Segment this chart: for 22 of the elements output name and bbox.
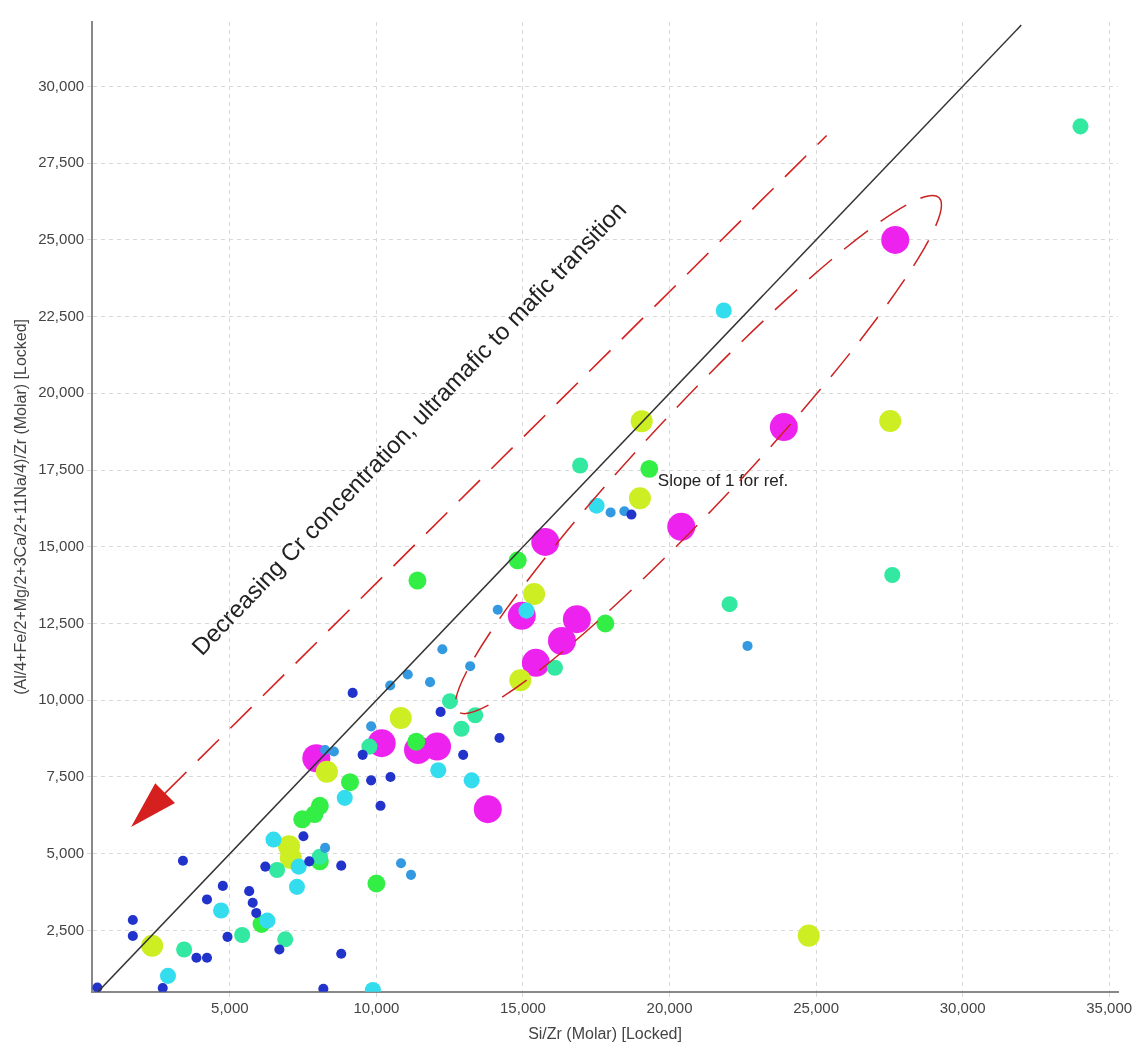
y-tick-label: 27,500 (38, 153, 85, 171)
x-tick-label: 15,000 (500, 998, 546, 1016)
x-tick-label: 10,000 (353, 998, 400, 1016)
y-tick-label: 7,500 (46, 767, 85, 785)
y-tick-label: 10,000 (38, 690, 85, 708)
x-tick-label: 5,000 (211, 998, 249, 1016)
y-tick-label: 5,000 (46, 843, 85, 861)
y-tick-label: 30,000 (38, 76, 85, 94)
x-tick-label: 35,000 (1086, 998, 1133, 1016)
y-tick-label: 25,000 (38, 230, 85, 248)
y-tick-label: 15,000 (38, 536, 85, 554)
annotation: Slope of 1 for ref. (657, 471, 789, 491)
x-tick-label: 20,000 (646, 998, 693, 1016)
y-tick-label: 20,000 (38, 383, 85, 401)
y-axis-title: (Al/4+Fe/2+Mg/2+3Ca/2+11Na/4)/Zr (Molar) [Locked] (12, 318, 30, 695)
x-axis-title: Si/Zr (Molar) [Locked] (528, 1024, 682, 1042)
x-tick-label: 25,000 (793, 998, 840, 1016)
x-tick-label: 30,000 (939, 998, 986, 1016)
y-tick-label: 12,500 (38, 613, 85, 631)
y-tick-label: 22,500 (38, 306, 85, 324)
y-tick-label: 17,500 (38, 460, 85, 478)
y-tick-label: 2,500 (46, 920, 85, 938)
